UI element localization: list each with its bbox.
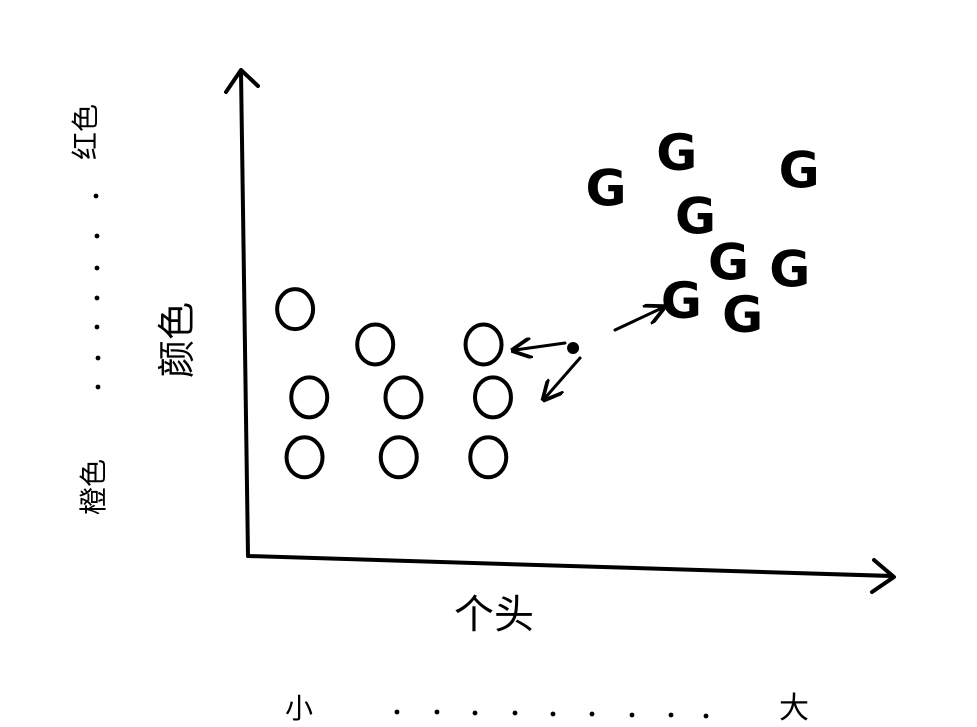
o-point-1 <box>275 287 316 332</box>
x-axis-arrowhead <box>870 558 896 594</box>
y-axis-title: 颜色 <box>155 302 199 378</box>
unknown-point <box>567 341 580 354</box>
o-point-8 <box>378 435 419 480</box>
y-scale-bottom-label: 橙色 <box>77 459 110 515</box>
x-scale-right-label: 大 <box>779 691 809 726</box>
y-scale-dots <box>93 193 101 390</box>
g-point-5: G <box>708 233 749 291</box>
o-point-3 <box>463 322 504 367</box>
x-scale-dots <box>394 709 709 719</box>
neighbor-arrows <box>515 308 662 398</box>
g-point-6: G <box>769 240 810 298</box>
g-point-2: G <box>656 124 697 182</box>
y-axis-arrowhead <box>224 68 260 94</box>
g-point-7: G <box>661 272 702 330</box>
g-point-8: G <box>722 286 763 344</box>
o-point-9 <box>468 435 509 480</box>
arrow-to-g-cluster <box>613 308 662 332</box>
o-point-2 <box>355 322 396 367</box>
x-axis-title: 个头 <box>454 592 534 638</box>
y-scale-top-label: 红色 <box>69 104 102 160</box>
g-point-4: G <box>675 188 716 246</box>
o-point-5 <box>383 375 424 420</box>
o-point-6 <box>472 375 513 420</box>
data-marks: GG GGG GG G <box>275 124 820 480</box>
g-point-1: G <box>586 159 627 217</box>
g-point-3: G <box>779 142 820 200</box>
y-axis <box>239 70 250 558</box>
arrow-to-nearest-o <box>515 343 567 350</box>
x-axis <box>246 554 894 578</box>
o-point-4 <box>289 375 330 420</box>
o-point-7 <box>284 435 325 480</box>
arrow-to-second-o <box>545 356 582 398</box>
x-scale-left-label: 小 <box>285 692 313 725</box>
